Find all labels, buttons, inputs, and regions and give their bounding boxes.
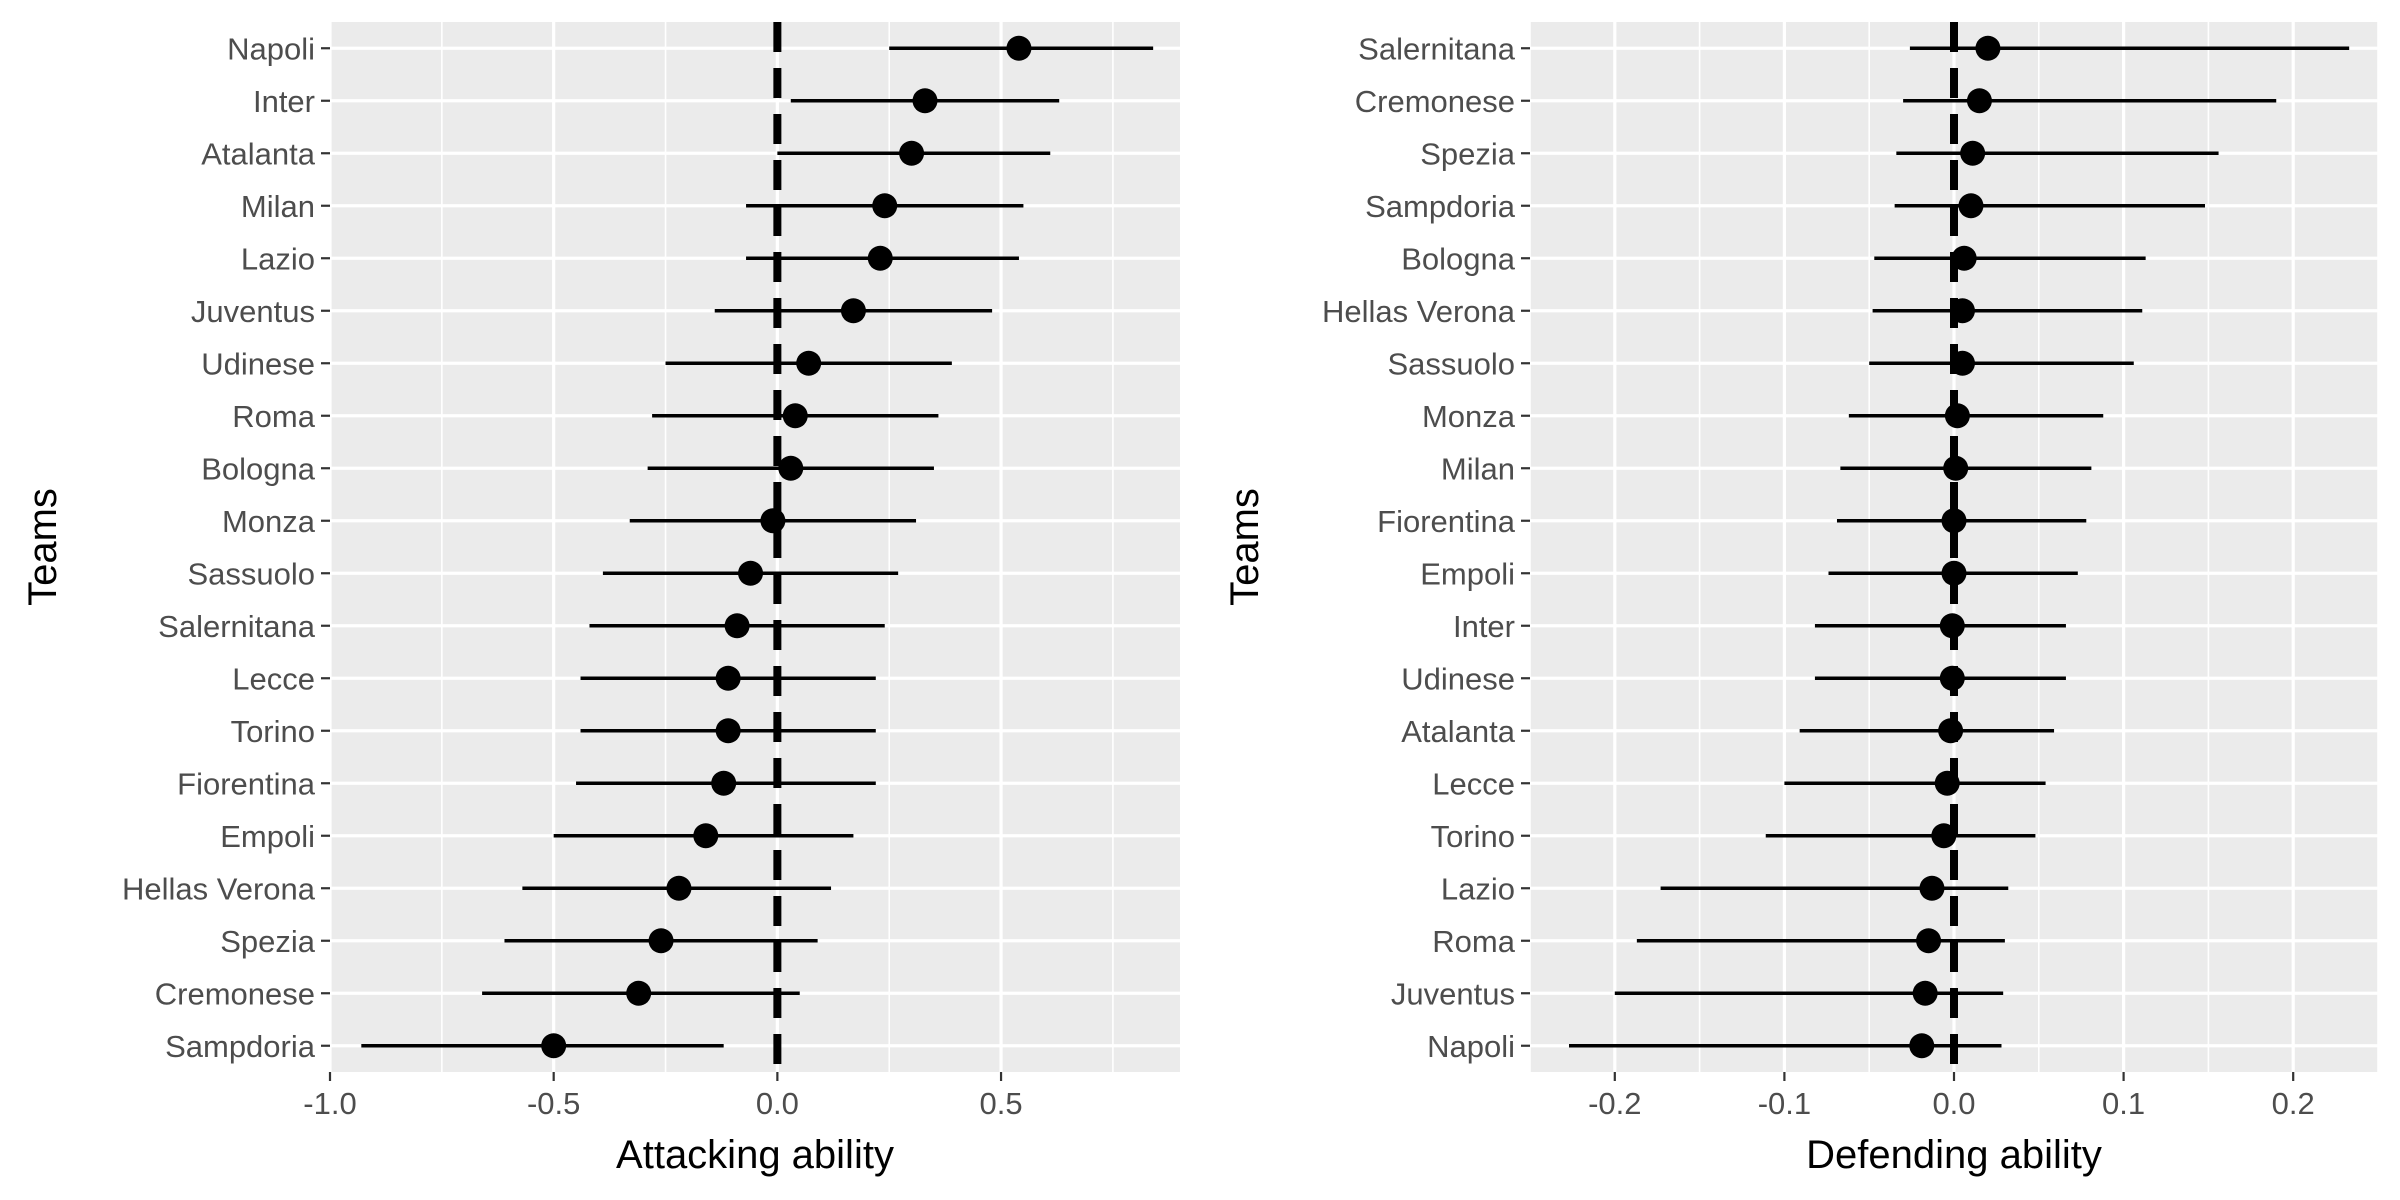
defend-y-tick-label: Monza <box>1422 399 1516 434</box>
attack-point-fiorentina <box>711 770 737 796</box>
defend-x-axis-title: Defending ability <box>1806 1133 2102 1177</box>
attack-y-tick-label: Bologna <box>201 451 316 486</box>
defend-y-tick-label: Sampdoria <box>1365 189 1516 224</box>
attack-y-tick-label: Spezia <box>220 924 316 959</box>
attack-y-axis-title: Teams <box>21 488 65 606</box>
defend-x-tick-label: -0.2 <box>1588 1086 1641 1121</box>
defend-y-tick-label: Napoli <box>1427 1029 1515 1064</box>
defend-point-torino <box>1931 823 1957 849</box>
defend-y-tick-label: Empoli <box>1420 556 1515 591</box>
defend-x-tick-label: 0.0 <box>1932 1086 1975 1121</box>
attack-point-monza <box>760 508 786 534</box>
attack-y-tick-label: Inter <box>253 84 315 119</box>
attack-point-empoli <box>693 823 719 849</box>
defend-y-tick-label: Hellas Verona <box>1322 294 1516 329</box>
attack-y-tick-label: Lecce <box>232 661 315 696</box>
attack-y-tick-label: Juventus <box>191 294 315 329</box>
attack-y-tick-label: Salernitana <box>158 609 316 644</box>
attack-point-roma <box>782 403 808 429</box>
defend-point-juventus <box>1912 980 1938 1006</box>
attacking-ability-panel: Napoli Inter Atalanta Milan Lazio Juventus Udi… <box>21 22 1180 1177</box>
defend-y-tick-label: Bologna <box>1401 241 1516 276</box>
defend-y-tick-label: Cremonese <box>1355 84 1515 119</box>
defend-point-empoli <box>1941 560 1967 586</box>
attack-y-tick-label: Sassuolo <box>187 556 315 591</box>
attack-point-milan <box>872 193 898 219</box>
attack-x-tick-label: 0.5 <box>979 1086 1022 1121</box>
defend-point-sassuolo <box>1949 350 1975 376</box>
defend-x-tick-label: 0.1 <box>2102 1086 2145 1121</box>
attack-point-torino <box>715 718 741 744</box>
defend-y-tick-label: Fiorentina <box>1377 504 1516 539</box>
defend-point-bologna <box>1951 245 1977 271</box>
defend-y-tick-label: Juventus <box>1391 976 1515 1011</box>
attack-point-lecce <box>715 665 741 691</box>
defend-point-salernitana <box>1975 35 2001 61</box>
attack-y-tick-label: Atalanta <box>201 136 316 171</box>
defend-point-napoli <box>1909 1033 1935 1059</box>
defend-y-tick-label: Inter <box>1453 609 1515 644</box>
defend-point-lecce <box>1934 770 1960 796</box>
attack-y-tick-label: Milan <box>241 189 315 224</box>
attack-point-salernitana <box>724 613 750 639</box>
attack-point-sampdoria <box>541 1033 567 1059</box>
defend-y-tick-label: Sassuolo <box>1387 346 1515 381</box>
defend-point-hellas-verona <box>1949 298 1975 324</box>
defend-point-udinese <box>1939 665 1965 691</box>
defend-point-inter <box>1939 613 1965 639</box>
defend-x-tick-label: -0.1 <box>1758 1086 1811 1121</box>
attack-y-tick-label: Hellas Verona <box>122 871 316 906</box>
attack-y-tick-label: Cremonese <box>155 976 315 1011</box>
defending-ability-panel: Salernitana Cremonese Spezia Sampdoria Bolog… <box>1223 22 2379 1177</box>
defend-point-sampdoria <box>1958 193 1984 219</box>
attack-y-tick-label: Empoli <box>220 819 315 854</box>
defend-y-tick-label: Udinese <box>1401 661 1515 696</box>
attack-point-atalanta <box>899 140 925 166</box>
defend-y-tick-label: Spezia <box>1420 136 1516 171</box>
defend-point-spezia <box>1960 140 1986 166</box>
defend-y-tick-label: Roma <box>1432 924 1515 959</box>
attack-y-tick-label: Monza <box>222 504 316 539</box>
defend-point-milan <box>1943 455 1969 481</box>
defend-point-lazio <box>1919 875 1945 901</box>
defend-y-tick-label: Milan <box>1441 451 1515 486</box>
attack-y-tick-label: Lazio <box>241 241 315 276</box>
defend-x-tick-label: 0.2 <box>2272 1086 2315 1121</box>
attack-point-bologna <box>778 455 804 481</box>
attack-y-tick-label: Fiorentina <box>177 766 316 801</box>
defend-y-tick-label: Lazio <box>1441 871 1515 906</box>
attack-y-tick-label: Udinese <box>201 346 315 381</box>
attack-x-tick-label: -0.5 <box>527 1086 580 1121</box>
attack-point-juventus <box>840 298 866 324</box>
attack-panel-background <box>330 22 1180 1072</box>
attack-point-udinese <box>796 350 822 376</box>
attack-point-sassuolo <box>738 560 764 586</box>
defend-point-atalanta <box>1938 718 1964 744</box>
defend-y-tick-label: Atalanta <box>1401 714 1516 749</box>
attack-point-napoli <box>1006 35 1032 61</box>
defend-point-monza <box>1944 403 1970 429</box>
attack-x-tick-label: 0.0 <box>756 1086 799 1121</box>
attack-point-spezia <box>648 928 674 954</box>
attack-y-tick-label: Sampdoria <box>165 1029 316 1064</box>
attack-x-axis-title: Attacking ability <box>616 1133 894 1177</box>
attack-point-inter <box>912 88 938 114</box>
defend-point-cremonese <box>1966 88 1992 114</box>
defend-y-tick-label: Lecce <box>1432 766 1515 801</box>
attack-point-cremonese <box>626 980 652 1006</box>
attack-y-tick-label: Roma <box>232 399 315 434</box>
attack-y-tick-label: Napoli <box>227 31 315 66</box>
defend-y-tick-label: Torino <box>1431 819 1515 854</box>
defend-y-axis-title: Teams <box>1223 488 1267 606</box>
attack-point-lazio <box>867 245 893 271</box>
attack-y-tick-label: Torino <box>231 714 315 749</box>
attack-x-tick-label: -1.0 <box>303 1086 356 1121</box>
defend-y-tick-label: Salernitana <box>1358 31 1516 66</box>
defend-point-roma <box>1916 928 1942 954</box>
defend-point-fiorentina <box>1941 508 1967 534</box>
attack-point-hellas-verona <box>666 875 692 901</box>
